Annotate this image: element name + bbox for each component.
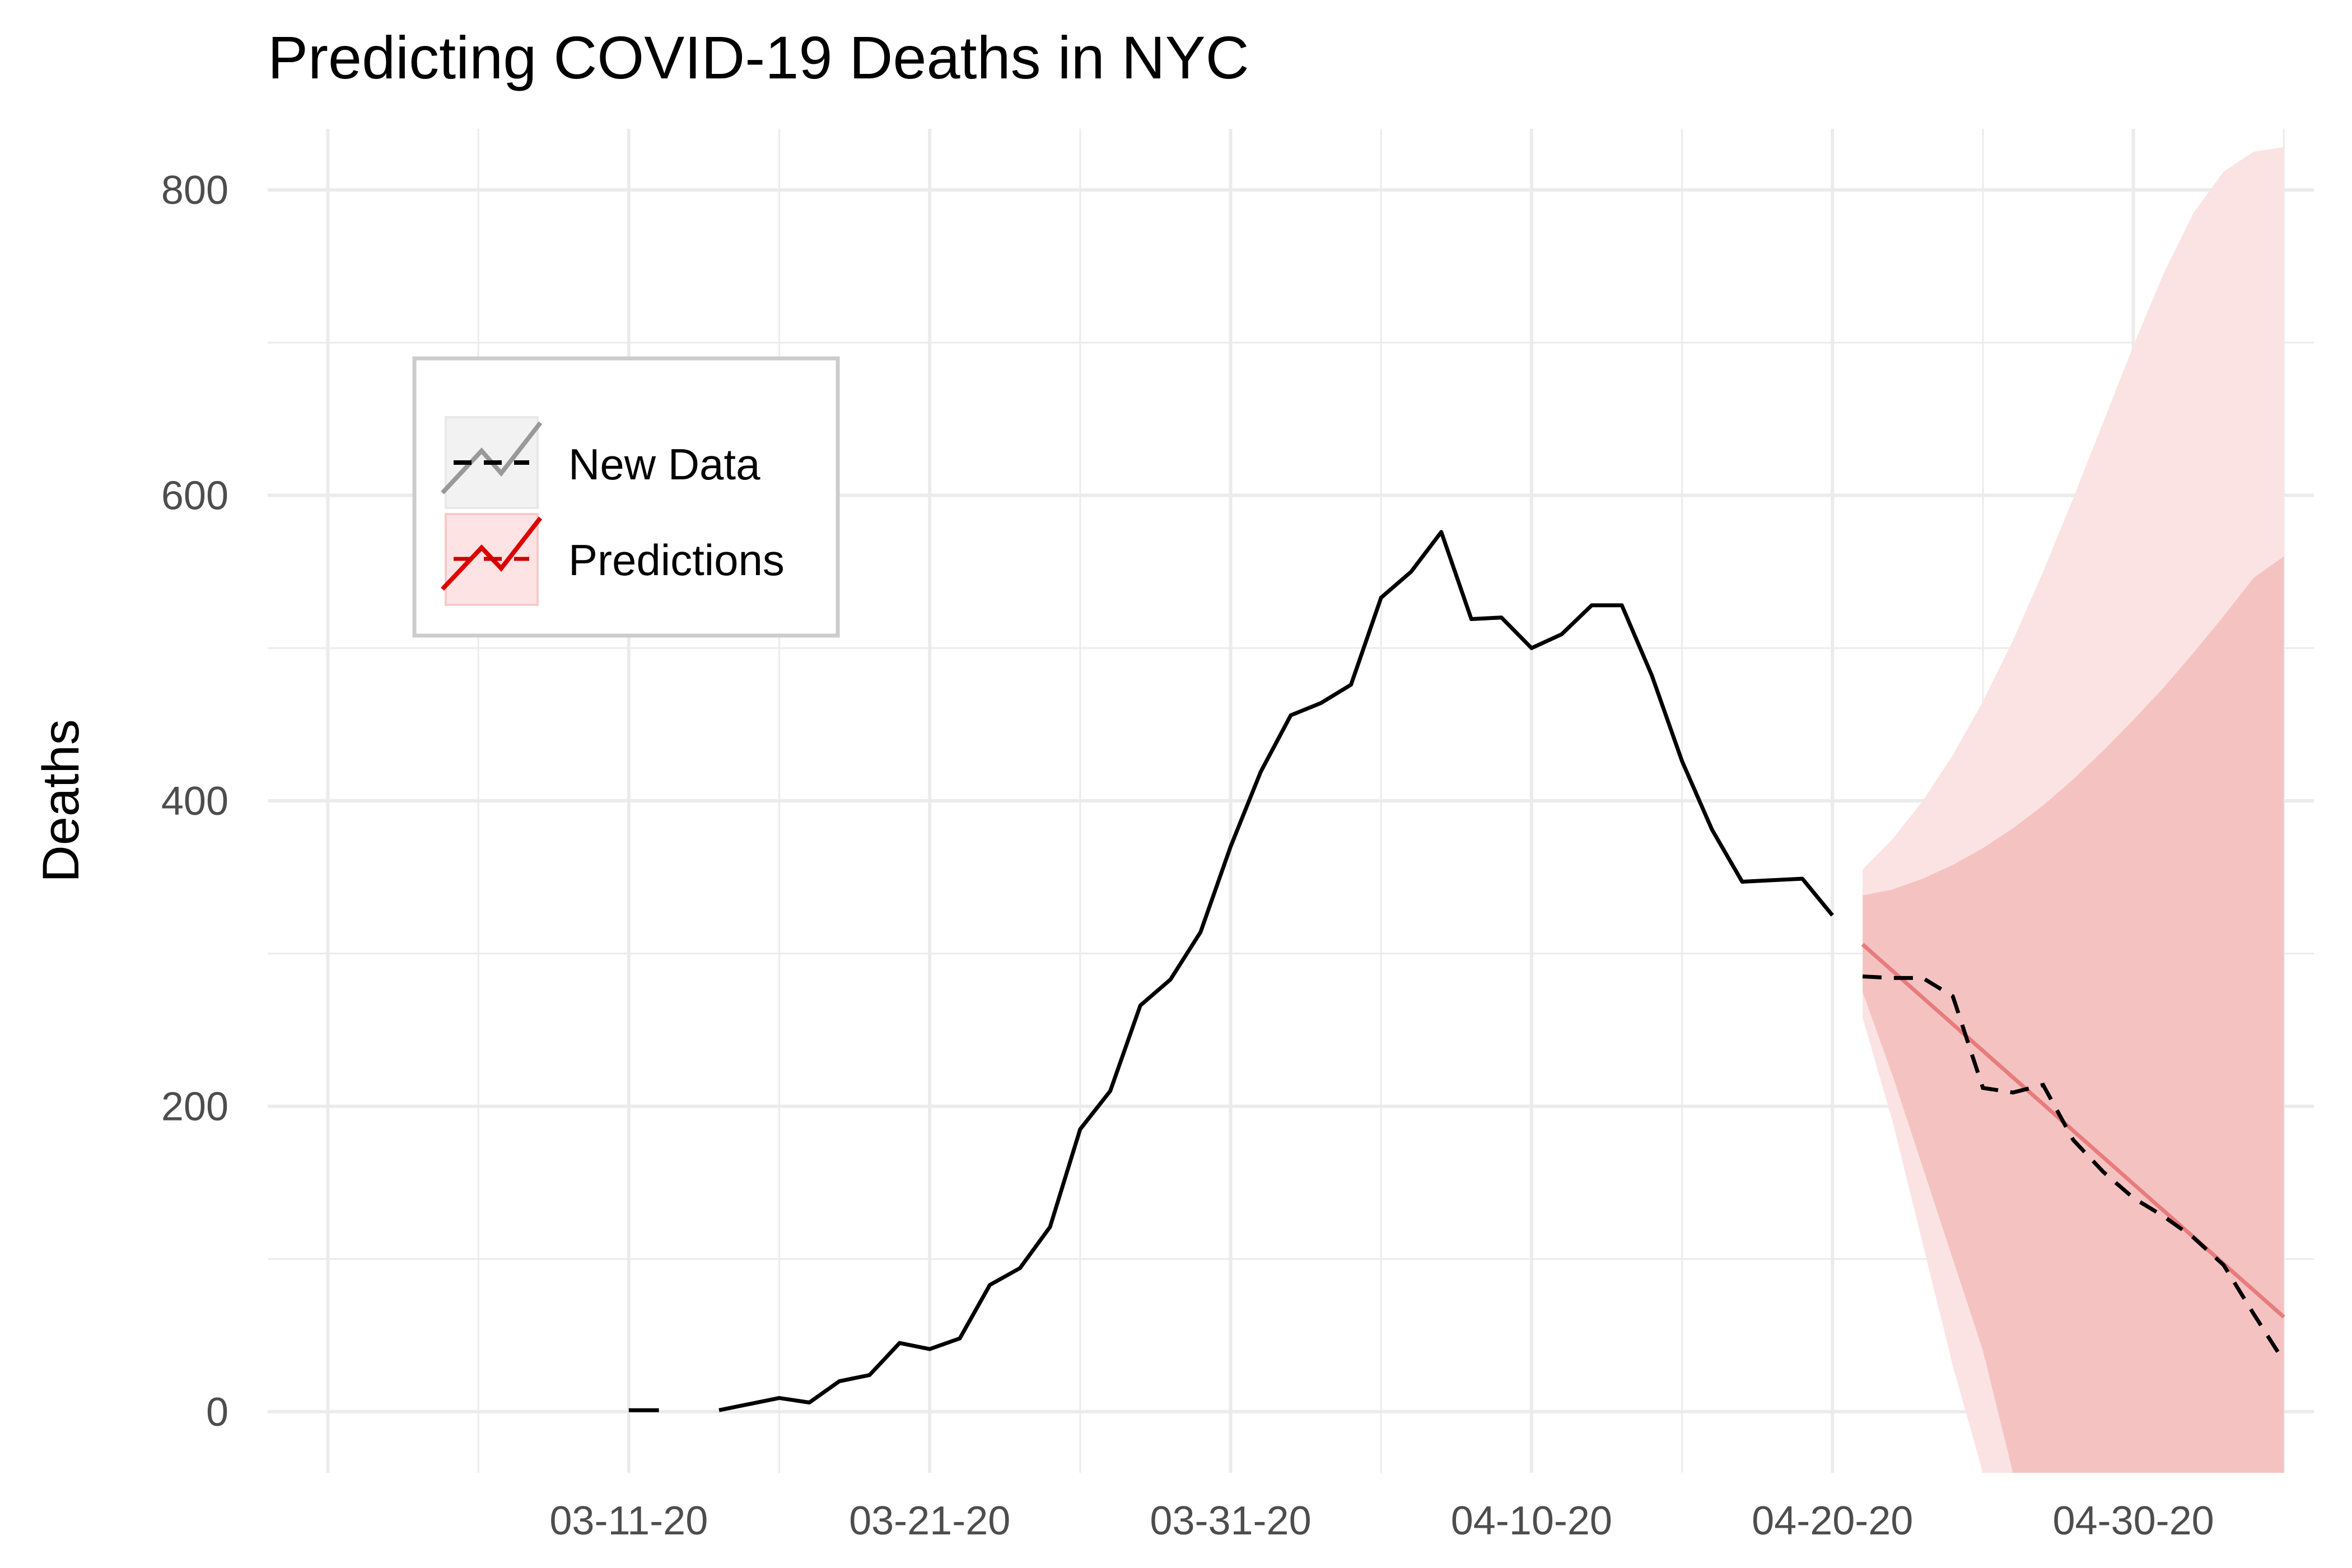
- prediction-bands: [1863, 147, 2284, 1473]
- y-axis-label: Deaths: [32, 719, 90, 883]
- legend: New Data Predictions: [412, 356, 840, 638]
- series-line-new-data: [1862, 974, 2286, 1362]
- y-tick-label: 0: [206, 1390, 228, 1435]
- x-tick-label: 03-21-20: [849, 1499, 1010, 1543]
- legend-item-predictions: Predictions: [441, 513, 785, 606]
- x-tick-label: 03-11-20: [549, 1499, 708, 1543]
- series-line-observed: [718, 530, 1834, 1412]
- prediction-band-inner: [1863, 556, 2284, 1473]
- chart-title: Predicting COVID-19 Deaths in NYC: [268, 24, 1249, 91]
- legend-item-new-data: New Data: [441, 416, 760, 509]
- x-tick-label: 04-30-20: [2052, 1499, 2214, 1543]
- y-tick-label: 800: [161, 168, 228, 213]
- legend-label-new-data: New Data: [568, 440, 760, 489]
- x-tick-labels: 03-11-20 03-21-20 03-31-20 04-10-20 04-20-20…: [549, 1499, 2214, 1543]
- gridlines: [268, 129, 2314, 1473]
- y-tick-labels: 0 200 400 600 800: [161, 168, 228, 1435]
- series-line-predictions: [1861, 942, 2285, 1319]
- y-tick-label: 600: [161, 474, 228, 519]
- legend-label-predictions: Predictions: [568, 535, 785, 585]
- y-tick-label: 400: [161, 779, 228, 824]
- series-lines: [628, 530, 2286, 1412]
- x-tick-label: 03-31-20: [1150, 1499, 1311, 1543]
- y-tick-label: 200: [161, 1084, 228, 1129]
- x-tick-label: 04-20-20: [1752, 1499, 1913, 1543]
- x-tick-label: 04-10-20: [1451, 1499, 1612, 1543]
